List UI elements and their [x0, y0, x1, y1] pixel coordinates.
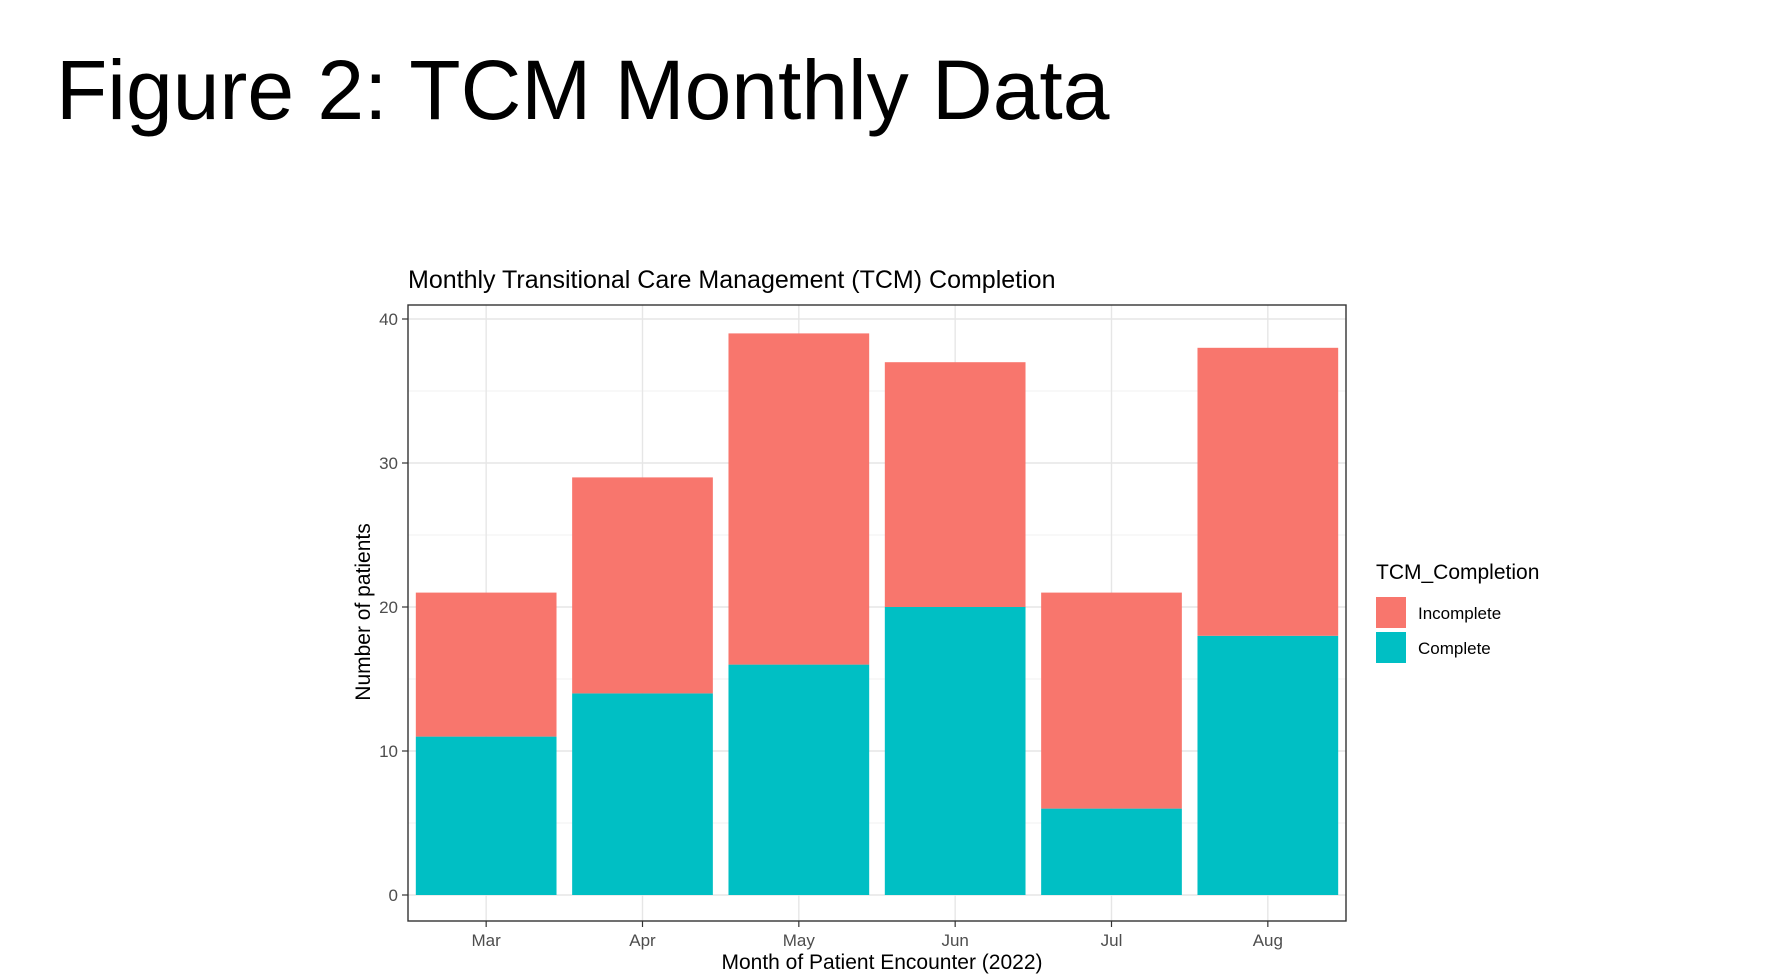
legend-title: TCM_Completion	[1376, 561, 1539, 584]
legend-key-incomplete	[1376, 597, 1406, 628]
x-tick-label-jul: Jul	[1101, 931, 1123, 950]
bar-incomplete-may	[728, 333, 870, 665]
y-axis-label: Number of patients	[352, 523, 375, 700]
bars	[415, 333, 1339, 895]
bar-incomplete-jun	[884, 362, 1026, 607]
axes: 0 10 20 30 40 Mar Apr May Jun Jul Aug	[379, 304, 1347, 950]
legend-label-incomplete: Incomplete	[1418, 604, 1501, 623]
chart-title: Monthly Transitional Care Management (TC…	[408, 266, 1055, 294]
x-tick-label-apr: Apr	[629, 931, 656, 950]
bar-incomplete-aug	[1197, 347, 1339, 636]
plot-panel	[408, 305, 1346, 921]
y-tick-label: 0	[389, 886, 398, 905]
bar-complete-apr	[572, 693, 713, 895]
y-tick-label: 30	[379, 454, 398, 473]
slide-title: Figure 2: TCM Monthly Data	[56, 43, 1110, 137]
plot-background	[408, 305, 1346, 921]
x-tick-label-aug: Aug	[1253, 931, 1283, 950]
legend-label-complete: Complete	[1418, 639, 1491, 658]
bar-complete-aug	[1197, 635, 1339, 895]
bar-complete-jul	[1041, 808, 1182, 895]
bar-incomplete-mar	[415, 592, 557, 737]
bar-incomplete-apr	[572, 477, 713, 694]
x-tick-label-may: May	[783, 931, 816, 950]
plot-border	[407, 304, 1347, 922]
x-tick-label-mar: Mar	[472, 931, 502, 950]
y-tick-label: 20	[379, 598, 398, 617]
y-tick-label: 10	[379, 742, 398, 761]
bar-incomplete-jul	[1041, 592, 1182, 809]
legend: TCM_Completion Incomplete Complete	[1376, 561, 1539, 663]
y-tick-label: 40	[379, 310, 398, 329]
bar-complete-mar	[415, 736, 557, 895]
legend-key-complete	[1376, 632, 1406, 663]
x-tick-label-jun: Jun	[941, 931, 968, 950]
x-axis-label: Month of Patient Encounter (2022)	[721, 951, 1042, 974]
bar-complete-may	[728, 664, 870, 895]
bar-complete-jun	[884, 607, 1026, 895]
